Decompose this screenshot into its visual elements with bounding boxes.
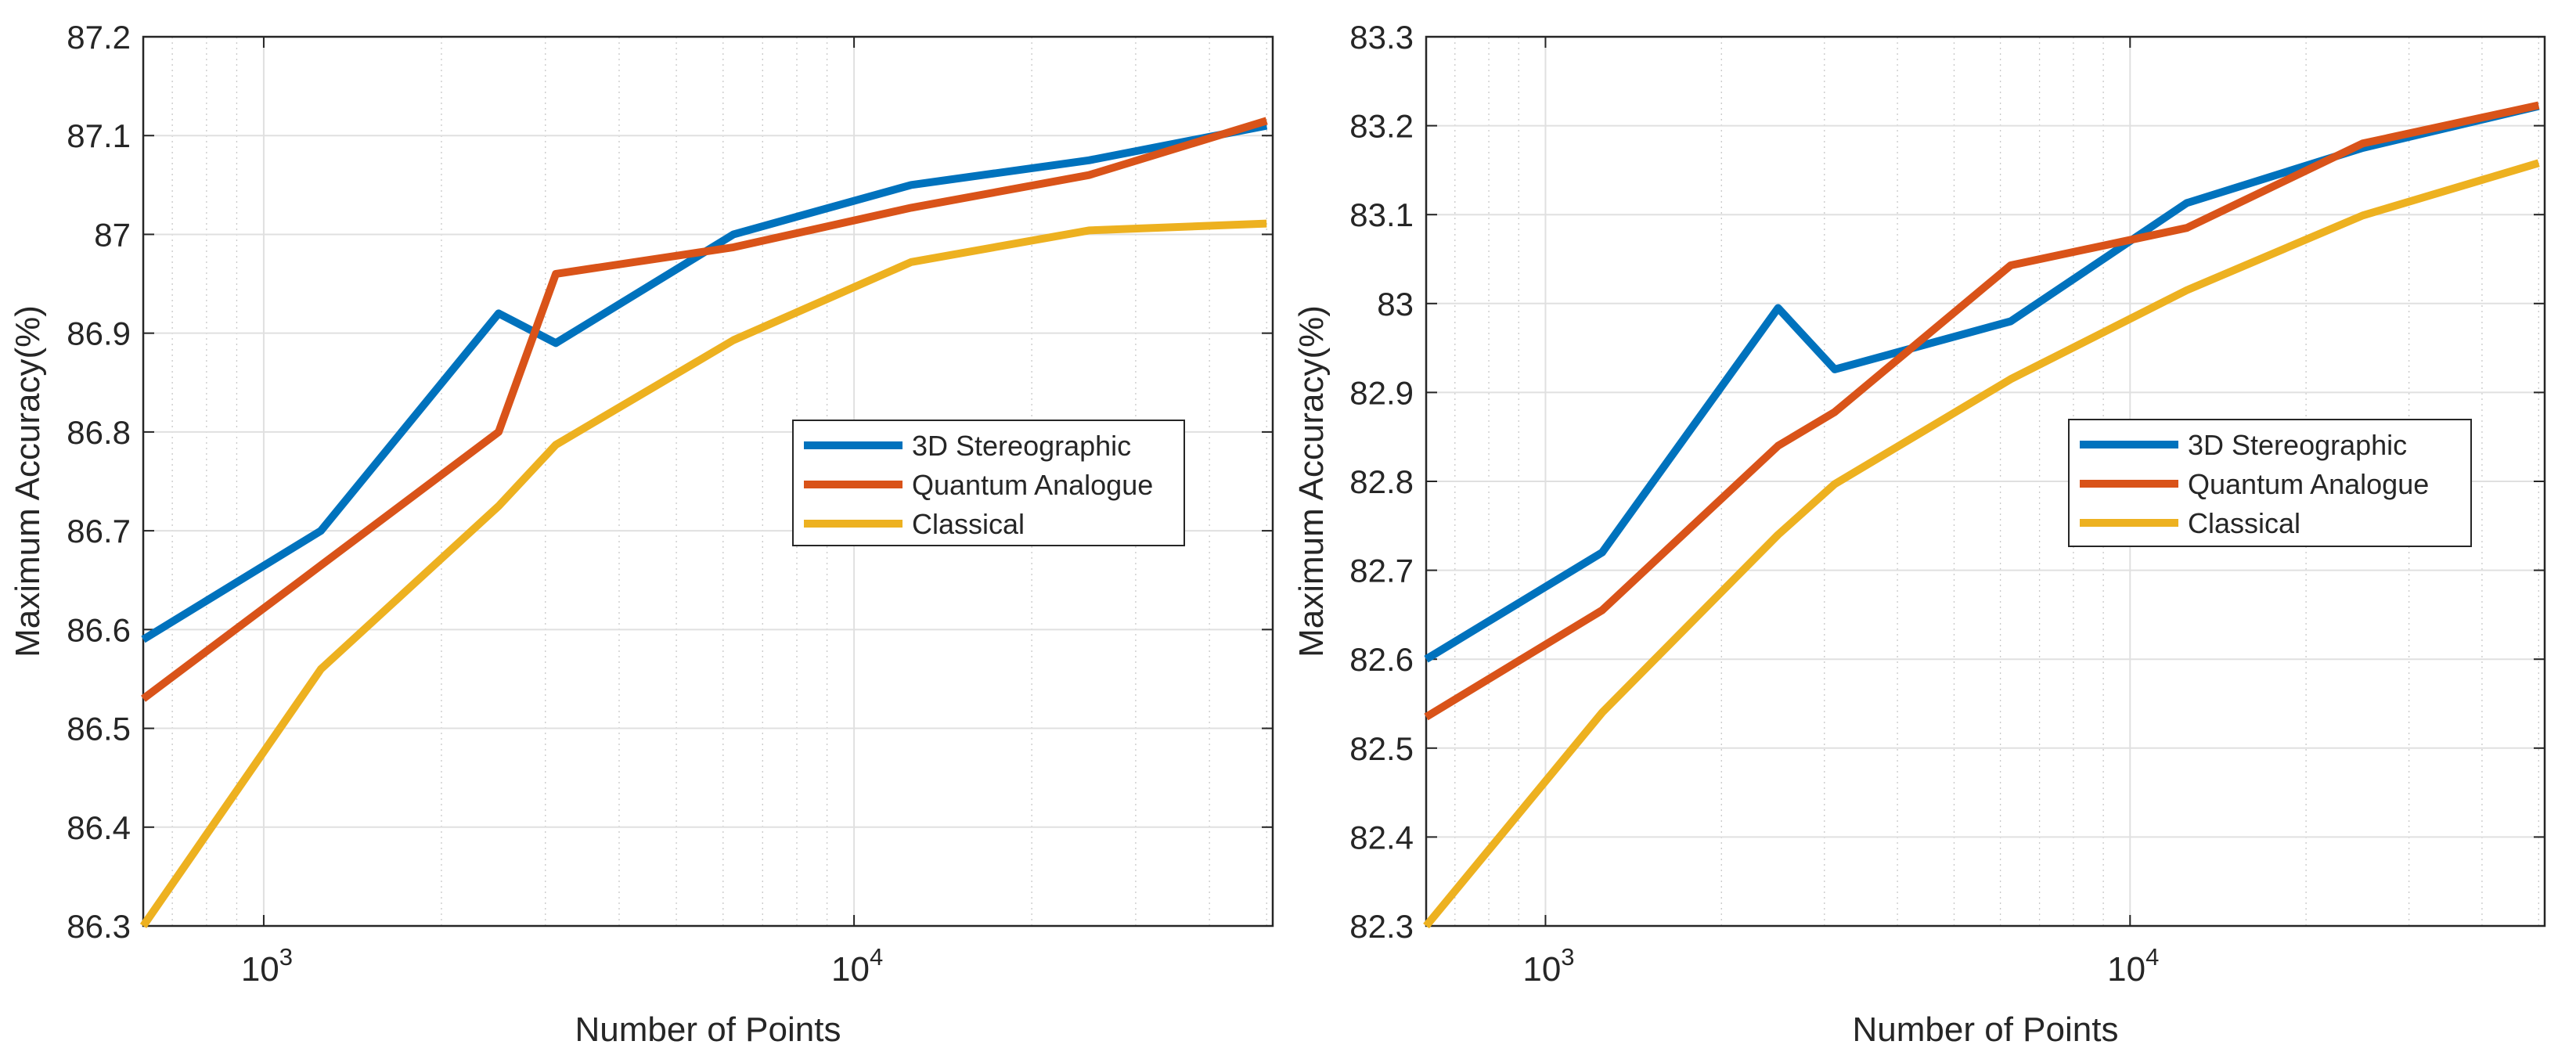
axes-box [142,35,1274,928]
x-tick-labels: 103 104 [241,943,883,989]
y-tick-label: 83.3 [1349,19,1414,56]
y-tick-label: 83.2 [1349,108,1414,145]
y-tick-label: 86.5 [67,711,131,747]
series-line-classical [1423,159,2540,929]
x-tick-base: 10 [2107,950,2145,989]
series-lines [139,117,1268,928]
series-line-quantum-analogue [1424,101,2540,721]
legend: 3D Stereographic Quantum Analogue Classica… [2068,419,2472,547]
chart-2: 82.3 82.4 82.5 82.6 82.7 82.8 82.9 83 83.1 83.2 83… [1292,19,2546,1049]
legend-label: Classical [912,508,1025,540]
y-tick-label: 86.8 [67,414,131,451]
x-tick-exponent: 3 [279,943,293,971]
x-axis-label: Number of Points [1853,1010,2119,1049]
y-tick-label: 86.6 [67,611,131,648]
series-line-classical [139,219,1267,928]
legend-label: Classical [2188,507,2300,539]
x-tick-label: 103 [241,943,293,989]
y-tick-label: 83.1 [1349,196,1414,233]
tick-marks [1426,36,2545,927]
x-tick-labels: 103 104 [1522,943,2159,989]
y-tick-label: 83 [1377,286,1414,322]
x-tick-label: 104 [2107,943,2159,989]
x-tick-label: 103 [1522,943,1574,989]
y-tick-label: 82.6 [1349,641,1414,678]
y-tick-labels: 82.3 82.4 82.5 82.6 82.7 82.8 82.9 83 83.1 83.2 83… [1349,19,1414,945]
legend-label: Quantum Analogue [912,469,1153,501]
series-lines [1423,101,2540,929]
x-axis-label: Number of Points [575,1010,841,1049]
tick-marks [143,36,1273,927]
y-axis-label: Maximum Accuracy(%) [9,305,47,657]
legend-label: 3D Stereographic [2188,429,2407,461]
y-tick-label: 87.1 [67,117,131,154]
y-tick-label: 82.9 [1349,374,1414,411]
y-tick-label: 82.7 [1349,553,1414,589]
y-tick-label: 82.3 [1349,908,1414,945]
y-tick-label: 86.9 [67,315,131,352]
y-tick-label: 86.4 [67,809,131,846]
y-tick-label: 86.7 [67,513,131,549]
y-tick-label: 87.2 [67,19,131,56]
chart-1: 86.3 86.4 86.5 86.6 86.7 86.8 86.9 87 87.1 87.2 10… [9,19,1274,1049]
series-line-3d-stereographic [141,121,1268,643]
x-tick-exponent: 3 [1561,943,1574,971]
y-tick-label: 82.5 [1349,730,1414,767]
series-line-quantum-analogue [140,117,1268,702]
x-tick-exponent: 4 [2145,943,2159,971]
x-tick-label: 104 [831,943,883,989]
x-tick-base: 10 [241,950,279,989]
x-tick-base: 10 [831,950,870,989]
legend: 3D Stereographic Quantum Analogue Classica… [792,420,1185,546]
y-tick-label: 86.3 [67,908,131,945]
x-tick-base: 10 [1522,950,1561,989]
y-tick-label: 82.8 [1349,463,1414,500]
y-tick-label: 87 [94,216,131,253]
y-tick-label: 82.4 [1349,819,1414,855]
y-tick-labels: 86.3 86.4 86.5 86.6 86.7 86.8 86.9 87 87.1 87.2 [67,19,131,945]
x-tick-exponent: 4 [870,943,883,971]
y-axis-label: Maximum Accuracy(%) [1292,305,1331,657]
legend-label: Quantum Analogue [2188,468,2429,500]
legend-label: 3D Stereographic [912,430,1131,462]
